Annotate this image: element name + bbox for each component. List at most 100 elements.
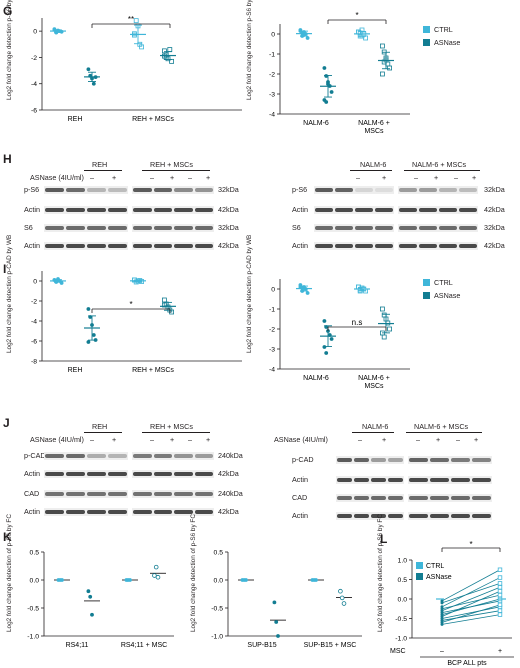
- blot-band: [419, 188, 437, 192]
- patient-pair-line: [441, 614, 501, 625]
- ctrl-point: [132, 31, 137, 37]
- minus-sign: –: [416, 435, 420, 444]
- plus-sign: +: [436, 435, 441, 444]
- patient-pair-line: [441, 586, 501, 612]
- asnase-point: [339, 595, 345, 601]
- ctrl-point: [132, 277, 137, 283]
- ctrl-point: [132, 32, 137, 38]
- blot-band: [108, 492, 127, 496]
- ctrl-point: [305, 36, 310, 40]
- ctrl-point: [59, 281, 64, 285]
- k-left-plot: 0.5 0.0 -0.5 -1.0 RS4;11 RS4;11 + MSC: [27, 550, 174, 649]
- blot-band: [388, 496, 403, 500]
- plus-sign: +: [472, 173, 477, 182]
- blot-strip: [132, 224, 214, 232]
- y-tick-label: -4: [31, 319, 37, 326]
- blot-band: [409, 478, 428, 482]
- blot-strip: [314, 242, 394, 250]
- asnase-point: [161, 302, 167, 308]
- significance-label: n.s: [352, 318, 363, 327]
- blot-band: [337, 496, 352, 500]
- blot-band: [45, 188, 64, 192]
- molecular-weight-label: 42kDa: [484, 241, 505, 250]
- blot-band: [87, 510, 106, 514]
- blot-band: [419, 226, 437, 230]
- j-right-blot: NALM-6 NALM-6 + MSCs ASNase (4IU/ml) – + – + – +…: [262, 422, 520, 520]
- blot-band: [355, 188, 373, 192]
- y-tick-label: 0.0: [30, 578, 40, 585]
- blot-strip: [44, 452, 128, 460]
- ctrl-point: [300, 286, 305, 290]
- ctrl-point: [497, 608, 503, 613]
- asnase-point: [329, 90, 334, 94]
- blot-band: [153, 492, 172, 496]
- y-tick-label: 0.5: [214, 550, 224, 557]
- blot-band: [375, 244, 393, 248]
- blot-band: [337, 514, 352, 518]
- blot-strip: [132, 186, 214, 194]
- blot-strip: [44, 470, 128, 478]
- x-category-label: NALM-6 +: [358, 120, 390, 127]
- y-tick-label: -6: [31, 108, 37, 115]
- blot-band: [133, 226, 152, 230]
- blot-band: [399, 188, 417, 192]
- blot-band: [371, 478, 386, 482]
- h-left-blot: REH REH + MSCs ASNase (4IU/ml) – + – + – + p-S6 32…: [0, 160, 260, 255]
- blot-band: [459, 226, 477, 230]
- blot-band: [108, 454, 127, 458]
- x-category-label: RS4;11: [66, 642, 89, 649]
- x-category-label: SUP-B15 + MSC: [304, 642, 357, 649]
- x-category-label: REH + MSCs: [132, 116, 174, 123]
- asnase-point: [90, 76, 94, 81]
- molecular-weight-label: 32kDa: [218, 223, 239, 232]
- blot-band: [451, 496, 470, 500]
- blot-band: [459, 208, 477, 212]
- legend-asnase-swatch: [423, 292, 430, 299]
- blot-band: [153, 510, 172, 514]
- blot-row-label: Actin: [24, 241, 40, 250]
- legend-ctrl-swatch: [423, 26, 430, 33]
- blot-band: [108, 226, 127, 230]
- patient-pair-line: [441, 606, 501, 619]
- minus-sign: –: [90, 435, 94, 444]
- legend-ctrl-swatch: [416, 562, 423, 569]
- blot-band: [108, 188, 127, 192]
- x-category-label: REH: [68, 116, 83, 123]
- i-right-ylabel: Log2 fold change detection p-CAD by WB: [246, 234, 253, 353]
- blot-band: [133, 244, 152, 248]
- asnase-point: [322, 319, 327, 323]
- blot-strip: [44, 242, 128, 250]
- ctrl-point: [303, 287, 308, 291]
- blot-band: [315, 188, 333, 192]
- asnase-point: [322, 66, 327, 70]
- blot-band: [419, 208, 437, 212]
- y-tick-label: -2: [269, 72, 275, 79]
- blot-band: [133, 208, 152, 212]
- blot-strip: [336, 476, 404, 484]
- asnase-point: [276, 634, 280, 638]
- blot-band: [451, 514, 470, 518]
- asnase-point: [91, 81, 96, 86]
- blot-band: [315, 208, 333, 212]
- y-tick-label: 0.5: [30, 550, 40, 557]
- significance-label: *: [469, 540, 472, 549]
- blot-band: [133, 492, 152, 496]
- asnase-point: [324, 351, 329, 355]
- blot-band: [133, 454, 152, 458]
- patient-pair-line: [441, 583, 501, 604]
- k-right-ylabel: Log2 fold change detection of p-S6 by FC: [190, 514, 197, 632]
- y-tick-label: -1.0: [211, 634, 223, 641]
- asnase-point: [383, 57, 389, 63]
- asnase-point: [322, 345, 327, 349]
- blot-band: [194, 472, 213, 476]
- g-left-ylabel: Log2 fold change detection p-S6 by WB: [6, 0, 13, 100]
- blot-group-label: NALM-6: [362, 422, 389, 431]
- y-tick-label: -0.5: [211, 606, 223, 613]
- blot-band: [375, 208, 393, 212]
- blot-group-underline: [84, 170, 122, 171]
- ctrl-point: [52, 27, 57, 32]
- blot-band: [87, 492, 106, 496]
- ctrl-point: [56, 29, 60, 34]
- asnase-point: [385, 320, 391, 326]
- blot-strip: [336, 456, 404, 464]
